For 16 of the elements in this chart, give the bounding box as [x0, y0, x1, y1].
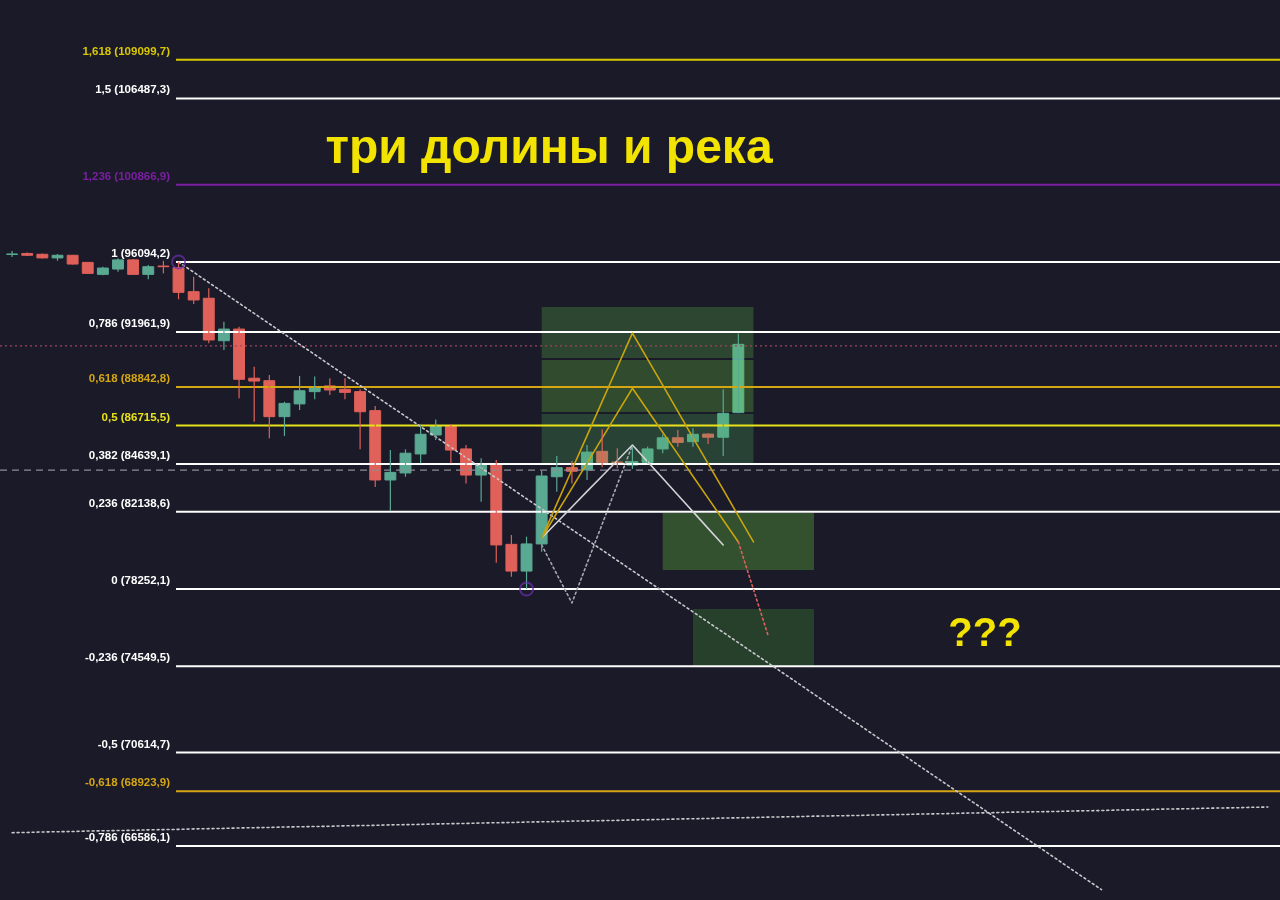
annotation: ??? [948, 610, 1022, 654]
ref-line-label: 1,236 (100866,9) [82, 169, 171, 182]
ref-line-label: 1 (96094,2) [111, 246, 171, 259]
ref-line-label: 1,618 (109099,7) [82, 44, 171, 57]
ref-line-label: 0,236 (82138,6) [88, 496, 171, 509]
ref-line-label: 0 (78252,1) [111, 574, 171, 587]
ref-line-label: -0,618 (68923,9) [84, 776, 171, 789]
ref-line-label: 0,5 (86715,5) [101, 410, 171, 423]
ref-line-label: 0,786 (91961,9) [88, 316, 171, 329]
ref-line-label: 1,5 (106487,3) [95, 83, 171, 96]
ref-line-label: -0,236 (74549,5) [84, 651, 171, 664]
ref-line-label: -0,786 (66586,1) [84, 831, 171, 844]
ref-line-label: 0,618 (88842,8) [88, 371, 171, 384]
text: три долины и река [325, 120, 773, 173]
ref-line-label: -0,5 (70614,7) [97, 737, 171, 750]
ref-line-label: 0,382 (84639,1) [88, 449, 171, 462]
